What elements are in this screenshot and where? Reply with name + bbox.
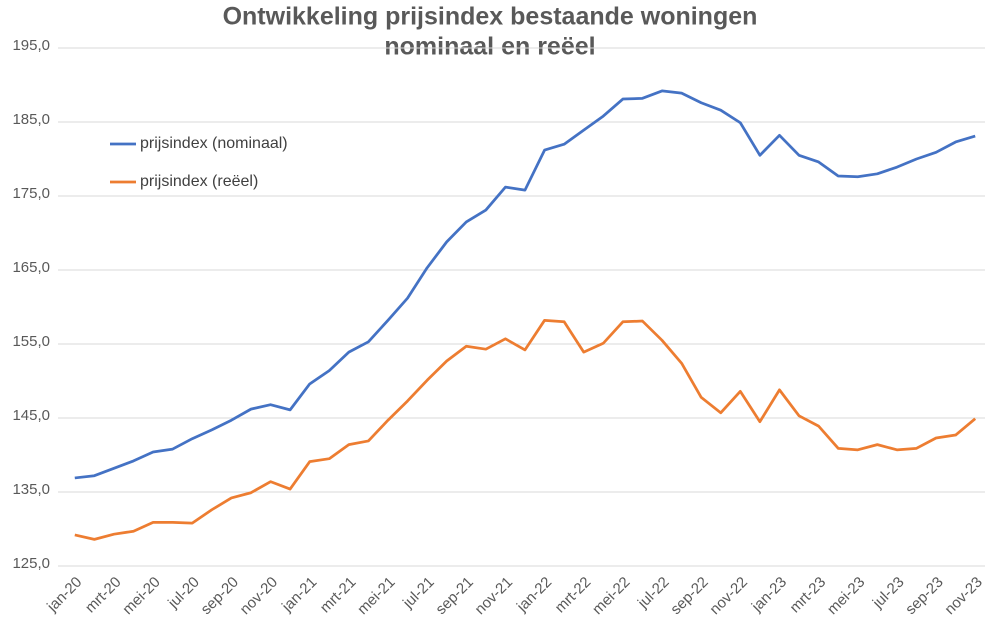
- x-tick-label: sep-20: [198, 574, 242, 618]
- x-tick-label: nov-23: [941, 574, 985, 618]
- y-tick-label: 135,0: [12, 481, 50, 498]
- chart-title: Ontwikkeling prijsindex bestaande woning…: [223, 3, 758, 31]
- x-tick-label: nov-20: [237, 574, 281, 618]
- y-tick-label: 125,0: [12, 555, 50, 572]
- x-tick-label: sep-23: [902, 574, 946, 618]
- y-tick-label: 195,0: [12, 37, 50, 54]
- series-line: [74, 318, 977, 541]
- x-tick-label: nov-22: [706, 574, 750, 618]
- x-tick-label: mrt-21: [317, 574, 360, 617]
- y-tick-label: 165,0: [12, 259, 50, 276]
- y-tick-label: 175,0: [12, 185, 50, 202]
- x-tick-label: mrt-23: [787, 574, 830, 617]
- x-tick-label: jan-23: [748, 574, 790, 616]
- x-tick-label: mrt-20: [82, 574, 125, 617]
- y-tick-label: 145,0: [12, 407, 50, 424]
- y-tick-label: 155,0: [12, 333, 50, 350]
- y-tick-label: 185,0: [12, 111, 50, 128]
- series-line: [74, 89, 976, 480]
- legend-label: prijsindex (reëel): [140, 173, 258, 190]
- x-tick-label: jan-22: [513, 574, 555, 616]
- x-tick-label: mei-20: [119, 574, 163, 618]
- x-tick-label: jan-20: [43, 574, 85, 616]
- chart-title: nominaal en reëel: [384, 33, 595, 61]
- x-tick-label: sep-22: [667, 574, 711, 618]
- x-tick-label: mei-23: [824, 574, 868, 618]
- x-tick-label: jan-21: [278, 574, 320, 616]
- x-tick-label: mei-21: [354, 574, 398, 618]
- x-tick-label: sep-21: [432, 574, 476, 618]
- x-tick-label: mrt-22: [552, 574, 595, 617]
- x-tick-label: nov-21: [472, 574, 516, 618]
- x-tick-label: mei-22: [589, 574, 633, 618]
- legend-label: prijsindex (nominaal): [140, 135, 288, 152]
